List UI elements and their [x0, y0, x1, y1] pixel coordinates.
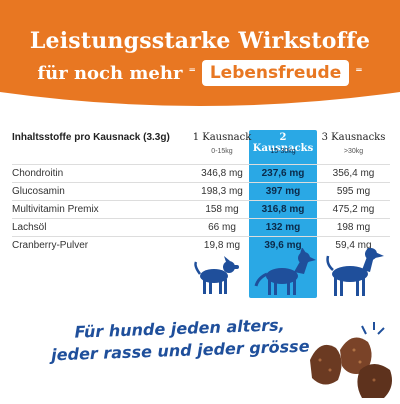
dose-2: 237,6 mg — [261, 168, 305, 179]
treat-icon — [357, 364, 392, 398]
dose-1: 158 mg — [205, 204, 239, 215]
column-range-2: 15-30kg — [270, 148, 296, 155]
ingredient-name: Chondroitin — [12, 168, 64, 179]
treats-image — [300, 320, 400, 400]
table-row: Chondroitin 346,8 mg 237,6 mg 356,4 mg — [12, 164, 390, 183]
slogan: Für hunde jeden alters, jeder rasse und … — [29, 313, 330, 367]
headline-highlight: Lebensfreude — [201, 60, 350, 86]
dose-1: 346,8 mg — [201, 168, 243, 179]
table-row: Multivitamin Premix 158 mg 316,8 mg 475,… — [12, 200, 390, 219]
dose-3: 595 mg — [336, 186, 371, 197]
dose-3: 475,2 mg — [332, 204, 375, 215]
column-range-1: 0-15kg — [211, 148, 233, 155]
sparkle-icon — [361, 322, 385, 335]
table-row: Lachsöl 66 mg 132 mg 198 mg — [12, 218, 390, 237]
headline-line-2: für noch mehr ⁼ Lebensfreude ⁼ — [0, 60, 400, 86]
table-title: Inhaltsstoffe pro Kausnack (3.3g) — [12, 132, 170, 143]
dose-1: 19,8 mg — [203, 240, 241, 251]
dose-2: 132 mg — [265, 222, 301, 233]
dose-2: 316,8 mg — [261, 204, 305, 215]
medium-dog-icon — [254, 247, 316, 295]
table-row: Glucosamin 198,3 mg 397 mg 595 mg — [12, 182, 390, 201]
dog-size-illustrations — [0, 244, 400, 300]
headline: Leistungsstarke Wirkstoffe für noch mehr… — [0, 28, 400, 86]
ingredient-name: Glucosamin — [12, 186, 65, 197]
dose-3: 59,4 mg — [335, 240, 372, 251]
table-row: Cranberry-Pulver 19,8 mg 39,6 mg 59,4 mg — [12, 236, 390, 255]
sparkle-left-icon: ⁼ — [188, 65, 196, 81]
dose-2: 39,6 mg — [264, 240, 302, 251]
small-dog-icon — [194, 256, 239, 294]
dose-3: 198 mg — [336, 222, 371, 233]
dose-1: 66 mg — [208, 222, 236, 233]
dose-3: 356,4 mg — [332, 168, 375, 179]
headline-line-1: Leistungsstarke Wirkstoffe — [29, 28, 371, 54]
dose-1: 198,3 mg — [201, 186, 243, 197]
dose-2: 397 mg — [265, 186, 301, 197]
large-dog-icon — [326, 244, 384, 296]
column-header-3: 3 Kausnacks — [321, 132, 386, 143]
ingredient-name: Cranberry-Pulver — [12, 240, 89, 251]
ingredient-name: Multivitamin Premix — [12, 204, 99, 215]
treat-icon — [340, 337, 372, 374]
sparkle-right-icon: ⁼ — [355, 65, 363, 81]
treat-icon — [310, 344, 342, 385]
headline-line-2-text: für noch mehr — [37, 62, 183, 84]
column-header-2: 2 Kausnacks — [252, 132, 314, 154]
column-header-1: 1 Kausnack — [192, 132, 252, 143]
ingredient-name: Lachsöl — [12, 222, 47, 233]
column-range-3: >30kg — [343, 148, 364, 155]
